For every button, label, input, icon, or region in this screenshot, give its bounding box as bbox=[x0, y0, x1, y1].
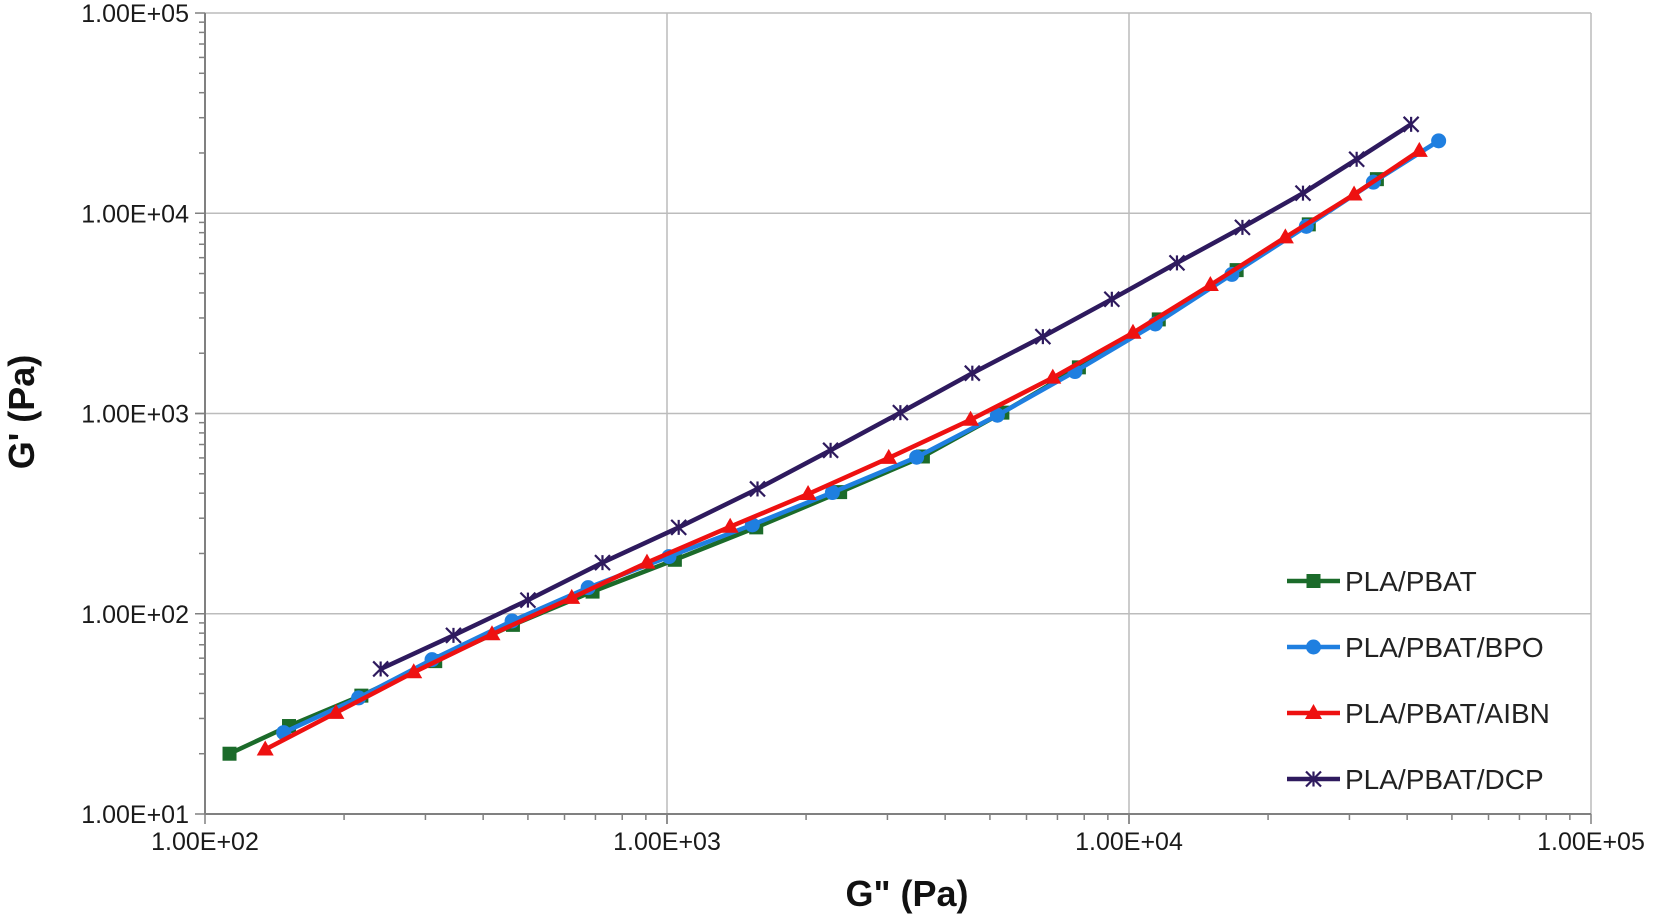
series-line bbox=[282, 138, 1440, 735]
data-point bbox=[1044, 368, 1062, 384]
data-point bbox=[483, 625, 501, 641]
data-point bbox=[594, 554, 611, 571]
series-3 bbox=[372, 116, 1420, 678]
grid-lines bbox=[204, 12, 1592, 815]
series-2 bbox=[256, 141, 1428, 756]
data-point bbox=[405, 663, 423, 679]
data-point bbox=[1234, 219, 1251, 236]
y-axis-title: G' (Pa) bbox=[1, 355, 42, 470]
data-point bbox=[1431, 133, 1447, 149]
data-point bbox=[1124, 323, 1142, 339]
data-point bbox=[445, 627, 462, 644]
y-tick-labels: 1.00E+01 1.00E+02 1.00E+03 1.00E+04 1.00E+05 bbox=[81, 0, 189, 829]
x-tick-label: 1.00E+02 bbox=[151, 828, 259, 856]
data-point bbox=[372, 660, 389, 678]
data-point bbox=[1168, 254, 1186, 272]
data-point bbox=[1294, 184, 1312, 202]
x-tick-label: 1.00E+03 bbox=[613, 828, 721, 856]
legend-marker bbox=[1305, 704, 1322, 719]
legend-label: PLA/PBAT bbox=[1345, 566, 1477, 597]
y-tick-label: 1.00E+05 bbox=[81, 0, 189, 28]
legend-marker bbox=[1305, 770, 1322, 788]
legend: PLA/PBAT PLA/PBAT/BPO PLA/PBAT/AIBN PLA/PBA… bbox=[1287, 566, 1550, 795]
data-point bbox=[824, 485, 840, 501]
y-tick-label: 1.00E+02 bbox=[81, 601, 189, 629]
data-point bbox=[222, 746, 237, 761]
data-point bbox=[638, 553, 656, 569]
data-point bbox=[327, 703, 345, 719]
data-point bbox=[964, 364, 981, 382]
legend-marker bbox=[1306, 574, 1321, 588]
x-tick-labels: 1.00E+02 1.00E+03 1.00E+04 1.00E+05 bbox=[151, 828, 1645, 856]
legend-entry-3: PLA/PBAT/DCP bbox=[1287, 764, 1544, 795]
legend-entry-1: PLA/PBAT/BPO bbox=[1287, 632, 1544, 663]
data-point bbox=[563, 588, 581, 604]
data-point bbox=[962, 410, 980, 426]
x-tick-label: 1.00E+05 bbox=[1537, 828, 1645, 856]
legend-entry-2: PLA/PBAT/AIBN bbox=[1287, 698, 1550, 729]
data-point bbox=[1410, 141, 1428, 157]
data-point bbox=[822, 442, 839, 459]
data-point bbox=[1276, 228, 1294, 244]
data-point bbox=[1345, 185, 1363, 201]
data-point bbox=[989, 407, 1005, 423]
data-point bbox=[519, 591, 537, 609]
y-tick-label: 1.00E+01 bbox=[81, 801, 189, 829]
data-point bbox=[1348, 151, 1365, 168]
data-point bbox=[909, 449, 925, 465]
axes bbox=[195, 12, 1592, 824]
legend-label: PLA/PBAT/DCP bbox=[1345, 764, 1544, 795]
data-point bbox=[1402, 116, 1420, 133]
legend-label: PLA/PBAT/BPO bbox=[1345, 632, 1544, 663]
data-point bbox=[256, 740, 274, 756]
data-point bbox=[880, 448, 898, 464]
data-point bbox=[1103, 290, 1121, 308]
x-tick-label: 1.00E+04 bbox=[1075, 828, 1183, 856]
data-point bbox=[1034, 328, 1052, 345]
series-group bbox=[222, 116, 1447, 761]
data-point bbox=[721, 517, 739, 533]
series-line bbox=[264, 148, 1421, 752]
legend-marker bbox=[1306, 639, 1321, 655]
legend-label: PLA/PBAT/AIBN bbox=[1345, 698, 1550, 729]
legend-entry-0: PLA/PBAT bbox=[1287, 566, 1477, 597]
data-point bbox=[799, 485, 817, 501]
y-tick-label: 1.00E+03 bbox=[81, 401, 189, 429]
data-point bbox=[749, 480, 766, 498]
data-point bbox=[892, 404, 909, 421]
series-line bbox=[379, 122, 1413, 672]
data-point bbox=[1201, 276, 1219, 292]
data-point bbox=[670, 519, 687, 536]
y-tick-label: 1.00E+04 bbox=[81, 200, 189, 228]
x-axis-title: G" (Pa) bbox=[845, 873, 968, 914]
